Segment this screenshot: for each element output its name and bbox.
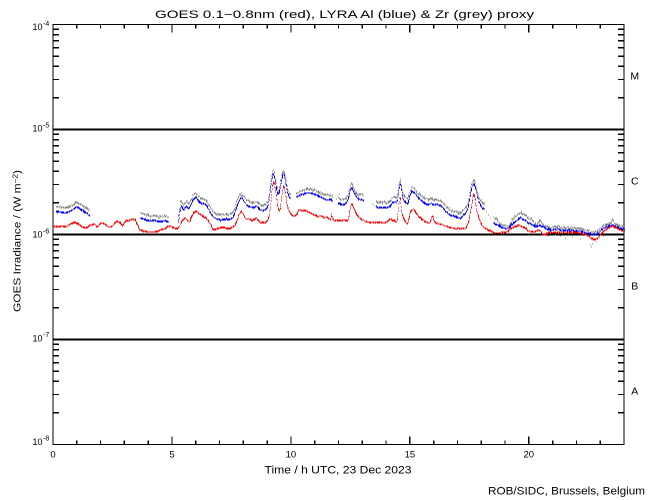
svg-text:20: 20 — [524, 450, 535, 461]
svg-text:M: M — [630, 71, 639, 83]
svg-text:5: 5 — [169, 450, 174, 461]
svg-text:GOES Irradiance / (W m−2): GOES Irradiance / (W m−2) — [13, 170, 24, 312]
svg-text:10: 10 — [32, 124, 42, 134]
svg-text:-5: -5 — [43, 122, 49, 129]
svg-text:-8: -8 — [43, 436, 49, 443]
svg-text:Time / h UTC, 23 Dec 2023: Time / h UTC, 23 Dec 2023 — [265, 465, 412, 477]
svg-text:-7: -7 — [43, 332, 49, 339]
svg-text:C: C — [631, 176, 639, 188]
svg-text:ROB/SIDC, Brussels, Belgium: ROB/SIDC, Brussels, Belgium — [488, 486, 645, 498]
svg-text:10: 10 — [32, 334, 42, 344]
svg-text:A: A — [631, 386, 638, 398]
svg-text:10: 10 — [286, 450, 297, 461]
svg-text:10: 10 — [32, 22, 42, 32]
svg-text:GOES 0.1−0.8nm (red), LYRA Al: GOES 0.1−0.8nm (red), LYRA Al (blue) & Z… — [155, 9, 535, 21]
svg-text:15: 15 — [405, 450, 416, 461]
svg-text:0: 0 — [50, 450, 55, 461]
svg-text:10: 10 — [32, 230, 42, 240]
svg-text:B: B — [631, 281, 638, 293]
svg-text:-6: -6 — [43, 228, 49, 235]
svg-text:10: 10 — [32, 437, 42, 447]
svg-text:-4: -4 — [43, 21, 49, 28]
